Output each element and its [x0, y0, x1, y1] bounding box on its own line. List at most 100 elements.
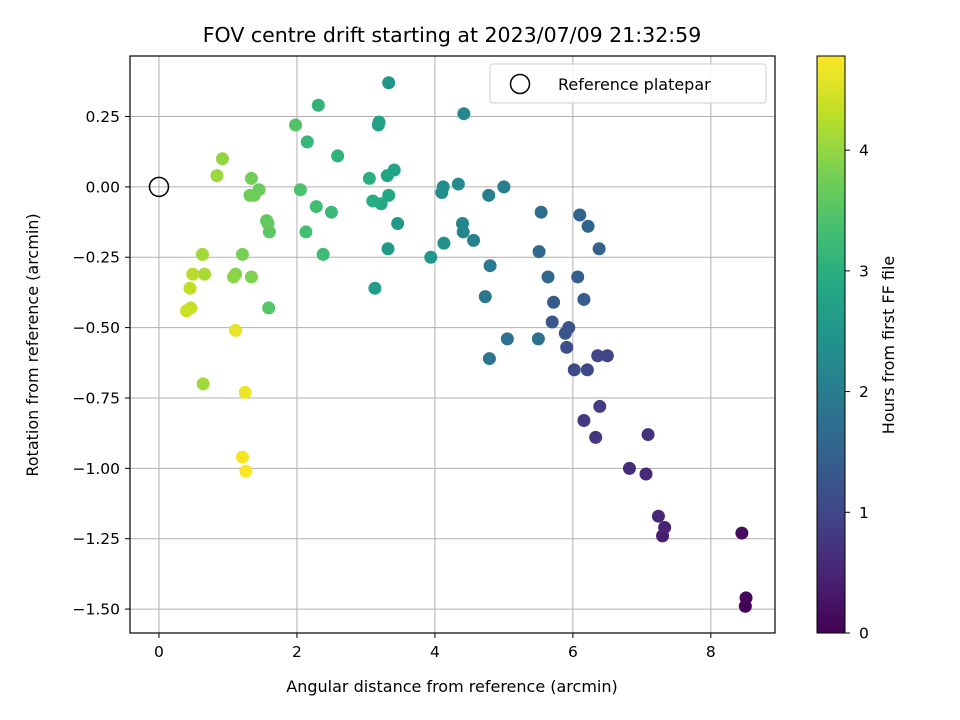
data-point: [311, 98, 325, 112]
colorbar-tick-label: 1: [859, 504, 869, 522]
data-point: [482, 188, 496, 202]
data-point: [238, 385, 252, 399]
data-point: [198, 267, 212, 281]
data-point: [600, 349, 614, 363]
data-point: [381, 242, 395, 256]
data-point: [435, 186, 449, 200]
data-point: [531, 332, 545, 346]
data-point: [196, 377, 210, 391]
y-tick-label: −0.50: [73, 319, 121, 337]
data-point: [573, 208, 587, 222]
colorbar-tick-label: 0: [859, 625, 869, 643]
data-point: [262, 301, 276, 315]
colorbar-tick-label: 4: [859, 142, 869, 160]
data-point: [591, 349, 605, 363]
y-tick-label: −1.25: [73, 530, 121, 548]
data-point: [391, 216, 405, 230]
data-point: [293, 183, 307, 197]
legend: Reference platepar: [489, 63, 767, 104]
data-point: [382, 76, 396, 90]
data-point: [532, 245, 546, 259]
data-point: [541, 270, 555, 284]
data-point: [300, 135, 314, 149]
legend-marker: [509, 73, 531, 95]
data-point: [368, 281, 382, 295]
data-point: [372, 115, 386, 129]
y-tick-label: −1.00: [73, 460, 121, 478]
data-point: [467, 233, 481, 247]
data-point: [456, 216, 470, 230]
x-tick-label: 2: [292, 643, 302, 661]
data-point: [545, 315, 559, 329]
colorbar-ticks: 0 1 2 3 4: [845, 142, 869, 643]
x-axis-ticks: 0 2 4 6 8: [154, 633, 716, 661]
data-point: [589, 430, 603, 444]
data-point: [483, 259, 497, 273]
data-point: [478, 290, 492, 304]
data-point: [577, 292, 591, 306]
data-point: [651, 509, 665, 523]
data-point: [261, 216, 275, 230]
x-tick-label: 6: [568, 643, 578, 661]
data-point: [639, 467, 653, 481]
legend-label: Reference platepar: [558, 75, 711, 94]
data-point: [366, 194, 380, 208]
data-point: [558, 326, 572, 340]
data-point: [382, 188, 396, 202]
data-point: [226, 270, 240, 284]
data-point: [229, 323, 243, 337]
legend-box: [489, 63, 767, 104]
data-point: [497, 180, 511, 194]
data-point: [547, 295, 561, 309]
data-point: [457, 107, 471, 121]
y-axis-label: Rotation from reference (arcmin): [23, 213, 42, 476]
data-point: [183, 281, 197, 295]
plot-area-frame: [129, 55, 776, 634]
data-point: [580, 363, 594, 377]
y-axis-ticks: 0.25 0.00 −0.25 −0.50 −0.75 −1.00 −1.25 −1.50: [73, 108, 130, 619]
data-point: [210, 169, 224, 183]
y-tick-label: −0.25: [73, 249, 121, 267]
y-tick-label: −1.50: [73, 601, 121, 619]
data-point: [534, 205, 548, 219]
colorbar-tick-label: 3: [859, 262, 869, 280]
data-point: [180, 304, 194, 318]
data-point: [500, 332, 514, 346]
data-point: [195, 247, 209, 261]
colorbar-gradient: [816, 55, 846, 634]
data-point: [567, 363, 581, 377]
colorbar: 0 1 2 3 4 Hours from first FF file: [816, 55, 898, 643]
data-point: [244, 171, 258, 185]
data-point: [739, 591, 753, 605]
reference-platepar-point: [148, 176, 170, 198]
data-point: [380, 169, 394, 183]
data-point: [186, 267, 200, 281]
data-point: [592, 242, 606, 256]
x-tick-label: 0: [154, 643, 164, 661]
x-tick-label: 4: [430, 643, 440, 661]
data-point: [735, 526, 749, 540]
x-tick-label: 8: [706, 643, 716, 661]
data-point: [244, 270, 258, 284]
data-point: [451, 177, 465, 191]
data-point: [622, 461, 636, 475]
data-point: [299, 225, 313, 239]
data-point: [581, 219, 595, 233]
data-point: [235, 450, 249, 464]
data-point: [424, 250, 438, 264]
data-point: [593, 399, 607, 413]
data-point: [331, 149, 345, 163]
data-point: [658, 520, 672, 534]
data-point: [239, 464, 253, 478]
grid-lines: [130, 56, 775, 633]
data-point: [289, 118, 303, 132]
data-point: [309, 200, 323, 214]
data-point: [235, 247, 249, 261]
colorbar-label: Hours from first FF file: [879, 256, 898, 435]
y-tick-label: −0.75: [73, 389, 121, 407]
data-point: [571, 270, 585, 284]
y-tick-label: 0.00: [85, 178, 120, 196]
colorbar-tick-label: 2: [859, 383, 869, 401]
data-point: [324, 205, 338, 219]
